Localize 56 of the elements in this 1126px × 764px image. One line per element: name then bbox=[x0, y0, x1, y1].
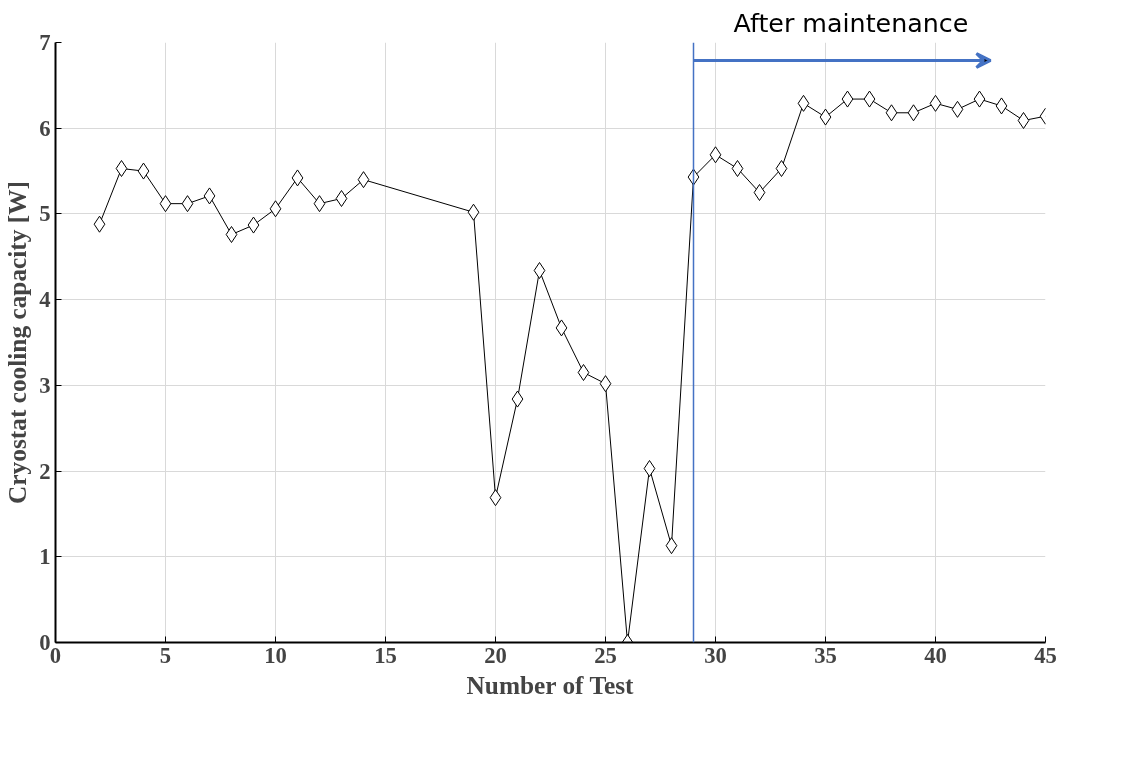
x-axis-title: Number of Test bbox=[466, 670, 635, 699]
point bbox=[1017, 112, 1030, 129]
point bbox=[137, 162, 150, 180]
point bbox=[973, 90, 986, 108]
y-tick-label: 5 bbox=[39, 201, 51, 227]
point bbox=[797, 94, 810, 112]
y-tick-label: 6 bbox=[39, 115, 51, 141]
x-tick-label: 40 bbox=[924, 642, 947, 668]
point bbox=[929, 94, 942, 112]
point bbox=[643, 460, 656, 477]
x-tick-label: 5 bbox=[159, 642, 172, 668]
point bbox=[225, 226, 238, 243]
y-tick-label: 3 bbox=[39, 372, 51, 398]
point bbox=[555, 319, 568, 337]
point bbox=[247, 216, 260, 234]
y-tick-label: 7 bbox=[39, 30, 51, 55]
point bbox=[863, 90, 876, 108]
point bbox=[753, 184, 766, 201]
x-tick-label: 20 bbox=[484, 642, 507, 668]
x-tick-label: 10 bbox=[264, 642, 287, 668]
x-tick-label: 15 bbox=[374, 642, 397, 668]
point bbox=[731, 160, 744, 177]
point bbox=[489, 489, 502, 507]
point bbox=[467, 203, 480, 221]
y-tick-label: 2 bbox=[39, 458, 51, 484]
point bbox=[357, 171, 370, 189]
point bbox=[159, 195, 172, 213]
point bbox=[181, 195, 194, 213]
y-tick-label: 4 bbox=[39, 287, 51, 313]
point bbox=[291, 169, 304, 187]
point bbox=[885, 104, 898, 122]
point bbox=[775, 160, 788, 177]
point bbox=[599, 375, 612, 393]
x-tick-label: 25 bbox=[594, 642, 617, 668]
point bbox=[709, 146, 722, 164]
y-tick-label: 1 bbox=[39, 544, 51, 570]
point bbox=[995, 97, 1008, 115]
ref-line-label: After maintenance bbox=[733, 7, 969, 38]
point bbox=[665, 537, 678, 555]
point bbox=[819, 108, 832, 126]
point bbox=[313, 195, 326, 213]
x-tick-label: 35 bbox=[814, 642, 837, 668]
x-tick-label: 30 bbox=[704, 642, 727, 668]
point bbox=[841, 90, 854, 108]
point bbox=[511, 390, 524, 408]
point bbox=[269, 200, 282, 218]
point bbox=[533, 262, 546, 279]
point bbox=[335, 190, 348, 207]
y-axis-title: Cryostat cooling capacity [W] bbox=[3, 181, 32, 504]
point bbox=[951, 100, 964, 118]
x-tick-label: 45 bbox=[1034, 642, 1057, 668]
point bbox=[115, 160, 128, 177]
point bbox=[203, 187, 216, 205]
point bbox=[577, 364, 590, 381]
point bbox=[93, 215, 106, 233]
point bbox=[907, 104, 920, 122]
